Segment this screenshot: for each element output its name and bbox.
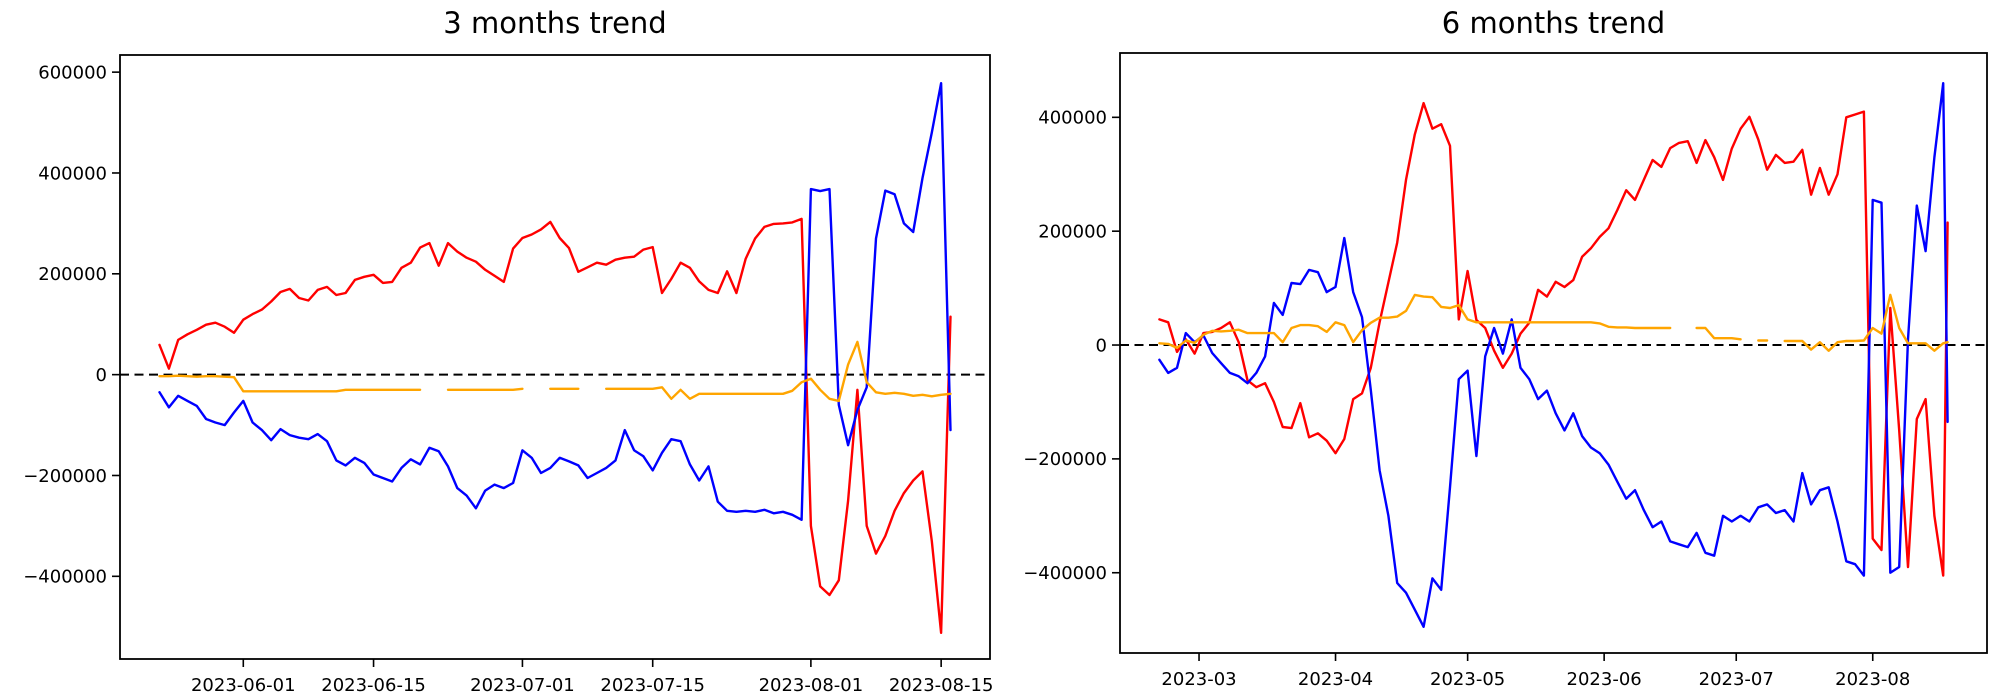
x-tick-label: 2023-07-15 bbox=[600, 675, 705, 696]
x-tick-label: 2023-06-15 bbox=[321, 675, 426, 696]
plot-spines bbox=[1119, 52, 1988, 654]
orange-series-line bbox=[446, 387, 524, 391]
x-tick-label: 2023-07 bbox=[1699, 669, 1774, 690]
red-series-line bbox=[1158, 101, 1949, 577]
x-tick-label: 2023-04 bbox=[1298, 669, 1373, 690]
red-series-line bbox=[158, 217, 952, 634]
blue-series-line bbox=[158, 81, 952, 521]
y-tick-label: 0 bbox=[96, 365, 107, 386]
y-tick-label: −200000 bbox=[1023, 449, 1107, 470]
x-tick-label: 2023-08-01 bbox=[759, 675, 864, 696]
y-tick-label: 200000 bbox=[1038, 221, 1107, 242]
orange-series-line bbox=[158, 374, 422, 393]
y-tick-label: 0 bbox=[1096, 335, 1107, 356]
x-tick-label: 2023-08 bbox=[1835, 669, 1910, 690]
y-tick-label: 400000 bbox=[1038, 108, 1107, 129]
blue-series-line bbox=[1158, 81, 1949, 628]
orange-series-line bbox=[1158, 293, 1672, 350]
y-tick-label: −200000 bbox=[23, 466, 107, 487]
x-tick-label: 2023-08-15 bbox=[889, 675, 994, 696]
orange-series-line bbox=[605, 340, 952, 403]
x-tick-label: 2023-03 bbox=[1161, 669, 1236, 690]
plot-spines bbox=[119, 54, 991, 660]
chart-1: 400000 200000 0 −200000 −400000 2023-03 2023-0… bbox=[1023, 52, 1988, 690]
y-tick-label: 200000 bbox=[38, 264, 107, 285]
orange-series-line bbox=[1695, 326, 1742, 341]
x-tick-label: 2023-07-01 bbox=[470, 675, 575, 696]
chart-title-3-months: 3 months trend bbox=[443, 6, 667, 40]
chart-0: 600000 400000 200000 0 −200000 −400000 2023-06… bbox=[23, 54, 994, 696]
y-tick-label: 400000 bbox=[38, 163, 107, 184]
x-tick-label: 2023-05 bbox=[1430, 669, 1505, 690]
orange-series-line bbox=[1783, 293, 1949, 352]
y-tick-label: −400000 bbox=[1023, 563, 1107, 584]
chart-title-6-months: 6 months trend bbox=[1441, 6, 1666, 40]
x-tick-label: 2023-06-01 bbox=[191, 675, 296, 696]
y-tick-label: 600000 bbox=[38, 62, 107, 83]
x-tick-label: 2023-06 bbox=[1567, 669, 1642, 690]
y-tick-label: −400000 bbox=[23, 567, 107, 588]
